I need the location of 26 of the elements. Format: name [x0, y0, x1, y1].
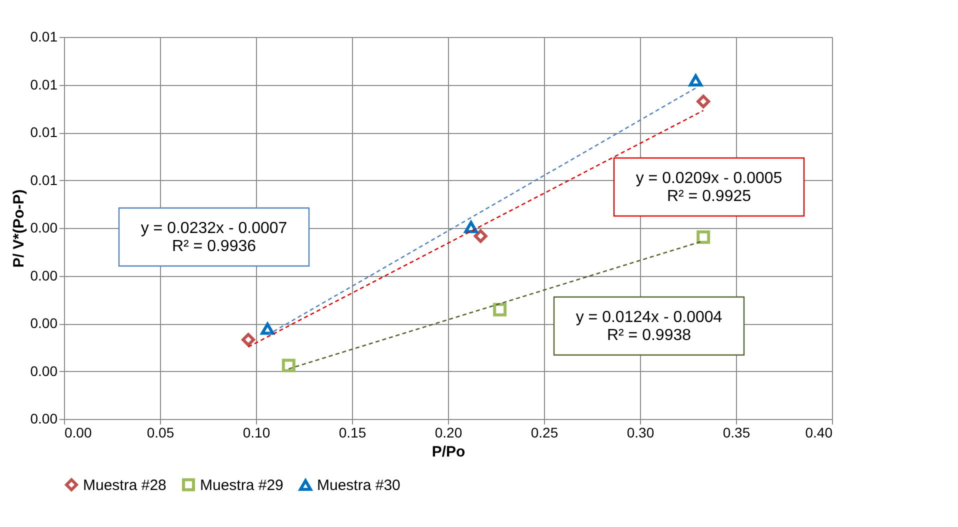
y-tick-label: 0.01 [30, 76, 58, 92]
x-axis-title: P/Po [432, 444, 466, 460]
y-tick-label: 0.01 [30, 28, 58, 44]
x-tick-label: 0.40 [805, 424, 833, 440]
y-tick-label: 0.00 [30, 220, 58, 236]
x-tick-label: 0.25 [530, 424, 558, 440]
y-tick-label: 0.00 [30, 267, 58, 284]
annotation: y = 0.0232x - 0.0007 R² = 0.9936 [140, 220, 288, 255]
x-tick-label: 0.35 [722, 424, 750, 440]
x-tick-label: 0.00 [64, 424, 92, 440]
legend-label: Muestra #29 [200, 476, 284, 494]
legend-label: Muestra #28 [83, 476, 166, 494]
y-tick-label: 0.00 [30, 362, 58, 379]
y-tick-label: 0.00 [30, 315, 58, 331]
x-tick-label: 0.15 [338, 424, 366, 440]
y-tick-label: 0.01 [30, 172, 58, 188]
legend-label: Muestra #30 [317, 477, 400, 494]
annotation: y = 0.0124x - 0.0004 R² = 0.9938 [576, 309, 722, 344]
y-tick-label: 0.00 [30, 410, 58, 426]
y-tick-label: 0.01 [30, 124, 58, 140]
x-tick-label: 0.30 [626, 424, 654, 440]
x-tick-label: 0.10 [242, 424, 270, 440]
x-tick-label: 0.05 [146, 424, 174, 440]
annotation: y = 0.0209x - 0.0005 R² = 0.9925 [636, 170, 782, 205]
x-tick-label: 0.20 [434, 424, 462, 440]
y-axis-title: P/ V*(Po-P) [10, 189, 28, 268]
